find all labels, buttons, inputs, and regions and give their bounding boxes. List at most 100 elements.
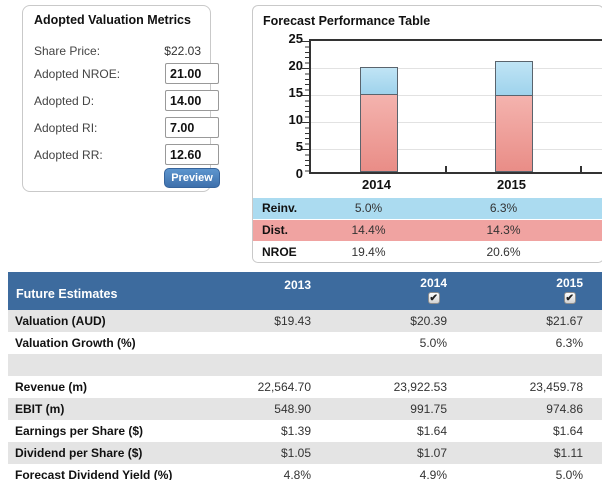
- forecast-row-value: 5.0%: [354, 201, 383, 215]
- filler-cell: [583, 464, 602, 480]
- y-axis-major-ticks: [302, 41, 309, 174]
- estimate-row-label: Earnings per Share ($): [8, 420, 200, 442]
- share-price-value: $22.03: [164, 44, 201, 58]
- year-label: 2013: [284, 278, 311, 292]
- year-label: 2014: [420, 276, 447, 290]
- estimate-value: 548.90: [200, 398, 311, 420]
- estimate-value: 4.8%: [200, 464, 311, 480]
- future-estimates-section: Future Estimates 2013 2014 ✔ 2015 ✔ Valuat…: [8, 272, 602, 480]
- forecast-row-value: 19.4%: [351, 245, 386, 259]
- estimate-value: $1.07: [311, 442, 447, 464]
- metric-field-row: Adopted D:: [34, 90, 219, 112]
- estimate-value: $1.64: [447, 420, 583, 442]
- year-column-header-2015: 2015 ✔: [447, 272, 583, 310]
- forecast-row-value: 20.6%: [486, 245, 521, 259]
- gridline: [311, 68, 602, 69]
- gridline: [311, 149, 602, 150]
- forecast-row-label: NROE: [262, 245, 297, 259]
- estimate-value: [200, 332, 311, 354]
- filler-cell: [583, 332, 602, 354]
- estimate-row-label: Forecast Dividend Yield (%): [8, 464, 200, 480]
- estimate-value: 991.75: [311, 398, 447, 420]
- estimate-value: $1.39: [200, 420, 311, 442]
- metric-field-row: Adopted RR:: [34, 144, 219, 166]
- year-checkbox[interactable]: ✔: [427, 292, 440, 304]
- share-price-label: Share Price:: [34, 44, 101, 58]
- estimate-row-label: EBIT (m): [8, 398, 200, 420]
- x-axis-tick: [445, 166, 447, 172]
- metric-field-label: Adopted D:: [34, 94, 95, 108]
- reinv-segment: [359, 67, 398, 95]
- estimate-value: [447, 354, 583, 376]
- estimate-value: [200, 354, 311, 376]
- metric-field-label: Adopted NROE:: [34, 67, 121, 81]
- filler-cell: [583, 398, 602, 420]
- dist-segment: [494, 94, 533, 172]
- x-axis-category-label: 2015: [497, 177, 526, 192]
- estimate-row-ebit-m-: EBIT (m) 548.90 991.75 974.86: [8, 398, 602, 420]
- forecast-mini-table: Reinv. 5.0% 6.3% Dist. 14.4% 14.3% NROE 19.4% 20…: [253, 198, 602, 262]
- metric-field-row: Adopted NROE:: [34, 63, 219, 85]
- y-axis-tick-label: 10: [288, 112, 303, 127]
- estimate-value: [311, 354, 447, 376]
- filler-cell: [583, 442, 602, 464]
- estimate-value: 22,564.70: [200, 376, 311, 398]
- stacked-bar-2014: [359, 67, 398, 172]
- metric-field-input[interactable]: [165, 90, 219, 111]
- estimate-value: 5.0%: [447, 464, 583, 480]
- estimate-row-label: [8, 354, 200, 376]
- estimate-value: 6.3%: [447, 332, 583, 354]
- filler-cell: [583, 354, 602, 376]
- estimate-row-label: Dividend per Share ($): [8, 442, 200, 464]
- estimate-value: 23,922.53: [311, 376, 447, 398]
- future-estimates-header-row: Future Estimates 2013 2014 ✔ 2015 ✔: [8, 272, 602, 310]
- metric-field-row: Adopted RI:: [34, 117, 219, 139]
- filler-cell: [583, 376, 602, 398]
- preview-button[interactable]: Preview: [164, 168, 220, 188]
- forecast-row-label: Reinv.: [262, 201, 298, 215]
- filler-cell: [583, 310, 602, 332]
- metric-field-label: Adopted RI:: [34, 121, 98, 135]
- spacer-row: [8, 354, 602, 376]
- estimate-value: 5.0%: [311, 332, 447, 354]
- estimate-row-label: Valuation (AUD): [8, 310, 200, 332]
- forecast-row-dist: Dist. 14.4% 14.3%: [253, 220, 602, 242]
- forecast-row-reinv: Reinv. 5.0% 6.3%: [253, 198, 602, 220]
- year-column-header-2014: 2014 ✔: [311, 272, 447, 310]
- estimate-row-valuation-aud-: Valuation (AUD) $19.43 $20.39 $21.67: [8, 310, 602, 332]
- estimate-value: 23,459.78: [447, 376, 583, 398]
- future-estimates-table: Future Estimates 2013 2014 ✔ 2015 ✔ Valuat…: [8, 272, 602, 480]
- forecast-performance-panel: Forecast Performance Table 0 5 10 15 20 25 20…: [252, 5, 602, 263]
- y-axis-tick-label: 5: [295, 139, 303, 154]
- estimate-row-revenue-m-: Revenue (m) 22,564.70 23,922.53 23,459.78: [8, 376, 602, 398]
- x-axis-category-label: 2014: [362, 177, 391, 192]
- adopted-valuation-metrics-panel: Adopted Valuation Metrics Share Price: $…: [22, 5, 220, 192]
- gridline: [311, 122, 602, 123]
- stacked-bar-chart-plot-area: [302, 39, 602, 174]
- stacked-bar-2015: [494, 60, 533, 172]
- estimate-row-valuation-growth-: Valuation Growth (%) 5.0% 6.3%: [8, 332, 602, 354]
- metric-field-input[interactable]: [165, 117, 219, 138]
- forecast-row-value: 6.3%: [489, 201, 518, 215]
- forecast-row-nroe: NROE 19.4% 20.6%: [253, 242, 602, 262]
- gridline: [311, 95, 602, 96]
- y-axis-tick-label: 0: [295, 166, 303, 181]
- estimate-value: $1.05: [200, 442, 311, 464]
- y-axis-tick-label: 15: [288, 85, 303, 100]
- metric-field-input[interactable]: [165, 144, 219, 165]
- estimate-row-label: Revenue (m): [8, 376, 200, 398]
- year-label: 2015: [556, 276, 583, 290]
- y-axis-tick-label: 25: [288, 31, 303, 46]
- metric-field-input[interactable]: [165, 63, 219, 84]
- estimate-value: $1.11: [447, 442, 583, 464]
- estimate-value: $19.43: [200, 310, 311, 332]
- estimate-value: $20.39: [311, 310, 447, 332]
- filler-cell: [583, 420, 602, 442]
- estimate-value: 4.9%: [311, 464, 447, 480]
- estimate-row-earnings-per-share-: Earnings per Share ($) $1.39 $1.64 $1.64: [8, 420, 602, 442]
- dist-segment: [359, 94, 398, 172]
- year-checkbox[interactable]: ✔: [563, 292, 576, 304]
- x-axis-tick: [580, 166, 582, 172]
- forecast-row-value: 14.4%: [351, 223, 386, 237]
